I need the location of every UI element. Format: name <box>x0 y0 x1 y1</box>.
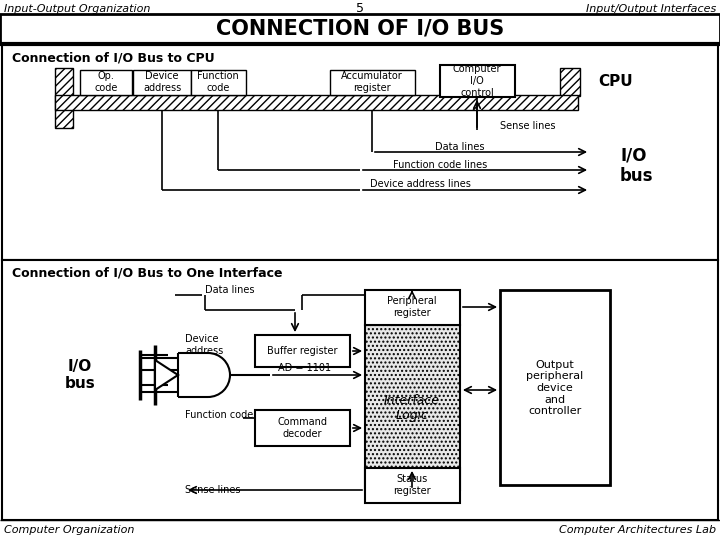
Text: Device
address: Device address <box>185 334 223 356</box>
Text: CPU: CPU <box>598 75 633 90</box>
Bar <box>55 68 73 128</box>
Bar <box>2 260 718 520</box>
Bar <box>330 70 415 95</box>
Text: Command
decoder: Command decoder <box>277 417 327 439</box>
Bar <box>80 70 132 95</box>
Text: CONNECTION OF I/O BUS: CONNECTION OF I/O BUS <box>216 19 504 39</box>
Bar <box>365 290 460 325</box>
Polygon shape <box>155 360 178 390</box>
Text: Device address lines: Device address lines <box>369 179 470 189</box>
Text: Function
code: Function code <box>197 71 239 93</box>
Bar <box>365 468 460 503</box>
Text: Input-Output Organization: Input-Output Organization <box>4 4 150 14</box>
Bar <box>0 14 720 44</box>
Text: Data lines: Data lines <box>436 142 485 152</box>
Text: Op.
code: Op. code <box>94 71 117 93</box>
Bar <box>255 335 350 367</box>
Text: Sense lines: Sense lines <box>185 485 240 495</box>
Bar <box>440 65 515 97</box>
Text: Sense lines: Sense lines <box>500 121 556 131</box>
Text: Output
peripheral
device
and
controller: Output peripheral device and controller <box>526 360 584 416</box>
Text: AD = 1101: AD = 1101 <box>279 363 332 373</box>
Bar <box>365 325 460 490</box>
Text: I/O
bus: I/O bus <box>620 146 654 185</box>
Text: Interface
Logic: Interface Logic <box>384 394 440 422</box>
Text: Connection of I/O Bus to CPU: Connection of I/O Bus to CPU <box>12 51 215 64</box>
Bar <box>55 95 578 110</box>
Text: Function code: Function code <box>185 410 253 420</box>
Bar <box>2 44 718 260</box>
Text: I/O
bus: I/O bus <box>65 359 95 391</box>
Text: Computer Architectures Lab: Computer Architectures Lab <box>559 525 716 535</box>
Text: Peripheral
register: Peripheral register <box>387 296 437 318</box>
Text: Input/Output Interfaces: Input/Output Interfaces <box>586 4 716 14</box>
Text: 5: 5 <box>356 3 364 16</box>
Text: Accumulator
register: Accumulator register <box>341 71 403 93</box>
Text: Device
address: Device address <box>143 71 181 93</box>
Text: Connection of I/O Bus to One Interface: Connection of I/O Bus to One Interface <box>12 267 282 280</box>
Text: Function code lines: Function code lines <box>393 160 487 170</box>
Bar <box>500 290 610 485</box>
Bar <box>560 68 580 96</box>
Bar <box>255 410 350 446</box>
Bar <box>133 70 191 95</box>
Text: Status
register: Status register <box>393 474 431 496</box>
Bar <box>191 70 246 95</box>
Text: Computer Organization: Computer Organization <box>4 525 135 535</box>
Text: Computer
I/O
control: Computer I/O control <box>453 64 501 98</box>
Text: Buffer register: Buffer register <box>266 346 337 356</box>
Text: Data lines: Data lines <box>205 285 254 295</box>
